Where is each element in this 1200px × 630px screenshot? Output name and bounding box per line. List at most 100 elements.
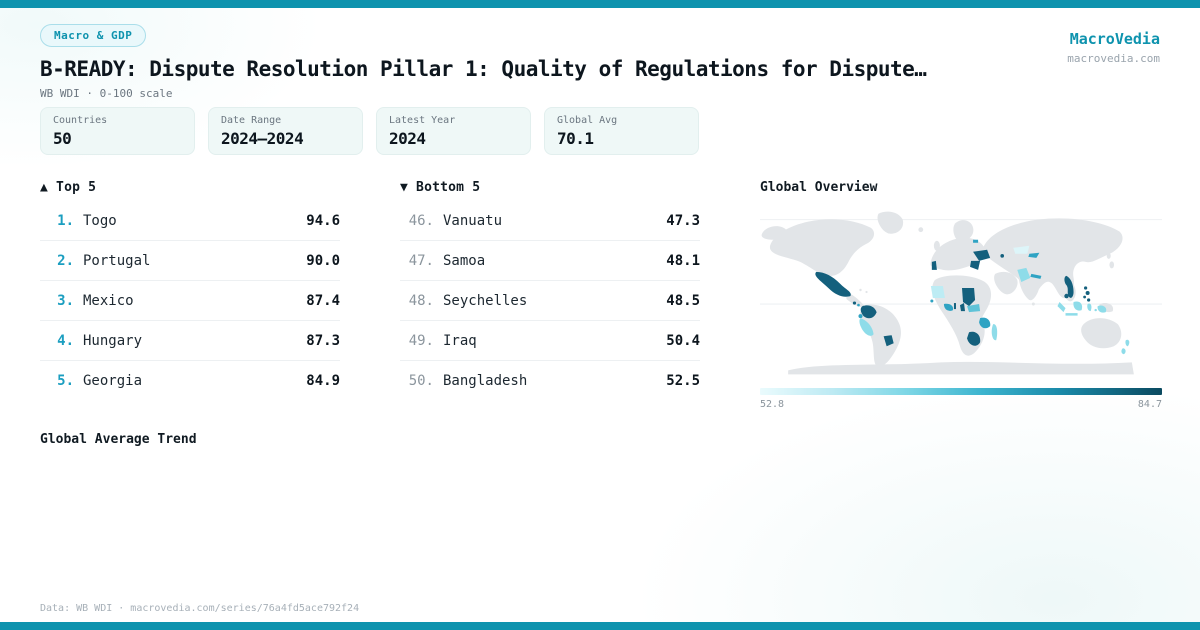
map-country-colombia <box>860 305 877 319</box>
stat-value: 2024—2024 <box>221 129 304 148</box>
color-scale-labels: 52.8 84.7 <box>760 399 1162 410</box>
map-country-togo <box>953 303 956 310</box>
map-country-philippines <box>1085 290 1090 296</box>
stat-label: Latest Year <box>389 115 456 126</box>
bottom-accent-bar <box>0 622 1200 630</box>
map-country-cameroon <box>959 303 966 312</box>
stat-card-global-avg: Global Avg 70.1 <box>544 107 699 155</box>
score: 47.3 <box>666 212 700 229</box>
map-country-philippines <box>1084 286 1088 290</box>
map-country-senegal <box>930 299 934 303</box>
map-country-botswana <box>967 331 981 346</box>
rank: 50. <box>408 373 434 389</box>
ranking-row: 4. Hungary 87.3 <box>40 321 340 361</box>
country-name: Bangladesh <box>443 373 528 389</box>
map-country-paraguay <box>883 335 894 347</box>
rank: 47. <box>408 252 434 269</box>
rank: 3. <box>57 292 74 309</box>
stat-label: Date Range <box>221 115 282 126</box>
map-country-indonesia-islands <box>1094 308 1097 312</box>
trend-section: Global Average Trend <box>40 432 197 447</box>
stat-card-latest-year: Latest Year 2024 <box>376 107 531 155</box>
map-region-greenland <box>877 211 904 234</box>
map-country-nepal <box>1030 273 1042 279</box>
score: 50.4 <box>666 332 700 349</box>
map-continent-south-america <box>859 304 901 367</box>
map-country-panama <box>857 303 860 307</box>
map-country-new-zealand <box>1121 348 1126 355</box>
country-name: Mexico <box>83 292 134 309</box>
score: 90.0 <box>306 252 340 269</box>
score: 48.5 <box>666 292 700 309</box>
stat-card-date-range: Date Range 2024—2024 <box>208 107 363 155</box>
score: 48.1 <box>666 252 700 269</box>
trend-title: Global Average Trend <box>40 432 197 447</box>
map-country-kyrgyzstan <box>1028 252 1040 258</box>
map-country-indonesia-sumatra <box>1057 302 1066 313</box>
map-country-estonia <box>973 239 979 243</box>
ranking-row: 47. Samoa 48.1 <box>400 241 700 281</box>
stat-value: 2024 <box>389 129 426 148</box>
map-region-japan <box>1106 252 1111 259</box>
scale-min-label: 52.8 <box>760 399 785 410</box>
map-region-alaska <box>761 226 787 240</box>
map-region-arabia <box>994 271 1018 295</box>
score: 94.6 <box>306 212 340 229</box>
map-region-caribbean <box>859 288 862 292</box>
page-title: B-READY: Dispute Resolution Pillar 1: Qu… <box>40 57 927 81</box>
map-country-peru <box>859 318 874 336</box>
ranking-row: 49. Iraq 50.4 <box>400 321 700 361</box>
country-name: Portugal <box>83 252 151 269</box>
stat-cards-row: Countries 50 Date Range 2024—2024 Latest… <box>40 107 699 155</box>
stat-label: Countries <box>53 115 108 126</box>
map-region-iceland <box>918 227 924 233</box>
map-country-philippines <box>1083 295 1087 299</box>
map-continent-asia <box>982 218 1123 301</box>
global-overview-section: Global Overview <box>760 180 1162 410</box>
rank: 1. <box>57 212 74 229</box>
bottom5-heading: ▼ Bottom 5 <box>400 180 481 195</box>
ranking-row: 2. Portugal 90.0 <box>40 241 340 281</box>
map-continent-australia <box>1081 318 1122 349</box>
brand-url: macrovedia.com <box>1067 52 1160 65</box>
map-country-kazakhstan <box>1013 245 1030 254</box>
map-continent-north-america <box>769 219 875 276</box>
map-country-indonesia-borneo <box>1073 301 1083 311</box>
header: Macro & GDP B-READY: Dispute Resolution … <box>40 24 1160 100</box>
map-country-mexico <box>815 271 851 297</box>
rank: 5. <box>57 373 74 389</box>
map-region-central-america <box>846 292 865 307</box>
map-country-tanzania <box>979 317 991 329</box>
ranking-row: 50. Bangladesh 52.5 <box>400 361 700 401</box>
map-continent-antarctica <box>788 361 1134 375</box>
country-name: Georgia <box>83 373 143 389</box>
map-country-vietnam <box>1064 275 1074 298</box>
score: 52.5 <box>666 373 700 389</box>
color-scale-bar <box>760 388 1162 395</box>
country-name: Seychelles <box>443 292 528 309</box>
rank: 46. <box>408 212 434 229</box>
map-country-ecuador <box>858 314 863 319</box>
footer-attribution: Data: WB WDI · macrovedia.com/series/76a… <box>40 603 360 614</box>
ranking-row: 1. Togo 94.6 <box>40 201 340 241</box>
ranking-row: 5. Georgia 84.9 <box>40 361 340 401</box>
map-region-caucasus <box>1000 254 1005 258</box>
map-country-chad <box>962 287 976 307</box>
map-country-pakistan <box>1017 267 1031 282</box>
rank: 49. <box>408 332 434 349</box>
rank: 48. <box>408 292 434 309</box>
stat-value: 50 <box>53 129 72 148</box>
stat-label: Global Avg <box>557 115 618 126</box>
ranking-row: 46. Vanuatu 47.3 <box>400 201 700 241</box>
map-region-balkans <box>970 260 981 270</box>
score: 84.9 <box>306 373 340 389</box>
map-country-new-zealand <box>1125 339 1130 347</box>
country-name: Togo <box>83 212 117 229</box>
map-region-sri-lanka <box>1031 302 1035 306</box>
map-region-west-papua <box>1097 305 1107 313</box>
top5-heading: ▲ Top 5 <box>40 180 97 195</box>
world-choropleth-map <box>760 211 1162 375</box>
map-region-caribbean <box>865 290 868 294</box>
map-country-portugal <box>931 260 937 270</box>
country-name: Hungary <box>83 332 143 349</box>
